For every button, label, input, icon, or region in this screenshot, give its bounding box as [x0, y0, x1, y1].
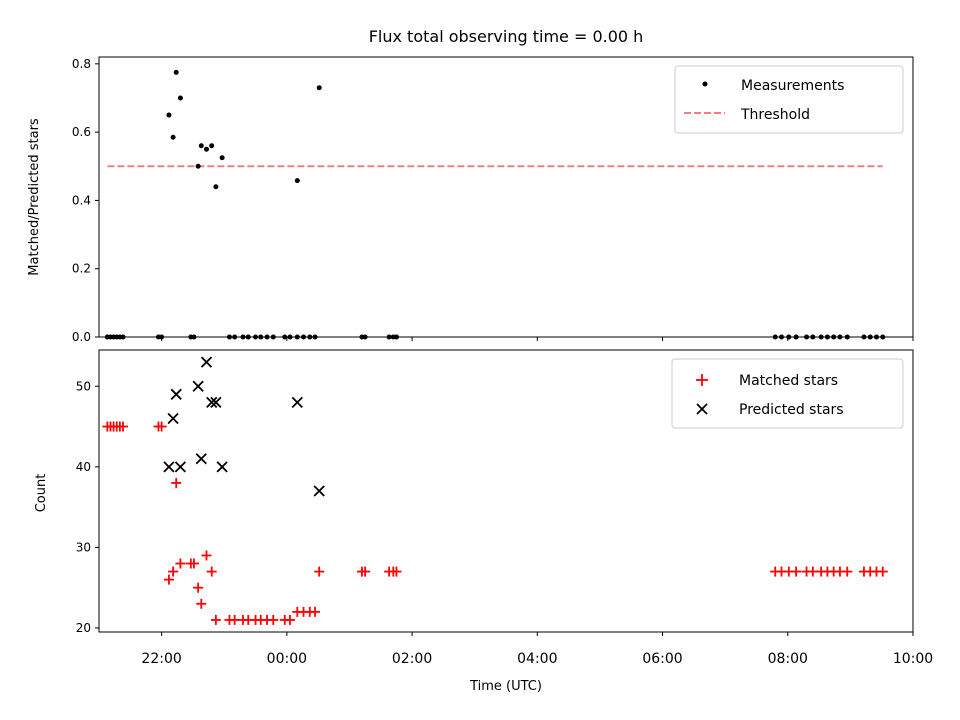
matched-star-point [877, 566, 888, 577]
measurement-point [177, 95, 183, 101]
matched-star-point [314, 566, 325, 577]
top-y-axis-label: Matched/Predicted stars [27, 118, 42, 276]
matched-star-point [171, 477, 182, 488]
legend-matched-marker [696, 374, 708, 386]
measurement-point [166, 112, 172, 118]
chart-title: Flux total observing time = 0.00 h [369, 27, 644, 46]
x-axis-label: Time (UTC) [469, 679, 542, 694]
matched-star-point [791, 566, 802, 577]
matched-star-point [168, 566, 179, 577]
measurement-point [198, 143, 204, 149]
measurement-point [219, 155, 225, 161]
legend-predicted-label: Predicted stars [739, 402, 844, 418]
predicted-star-point [163, 461, 175, 473]
matched-star-point [206, 566, 217, 577]
bottom-x-tick-label: 08:00 [768, 651, 808, 667]
legend-matched-label: Matched stars [739, 373, 838, 389]
measurement-point [213, 184, 219, 190]
bottom-y-tick-label: 30 [76, 540, 91, 554]
bottom-x-tick-label: 04:00 [517, 651, 557, 667]
predicted-star-point [216, 461, 228, 473]
matched-star-point [268, 614, 279, 625]
matched-star-point [391, 566, 402, 577]
bottom-legend-box [671, 358, 904, 429]
matched-star-point [210, 614, 221, 625]
predicted-star-point [167, 412, 179, 425]
bottom-x-tick-label: 06:00 [642, 651, 682, 667]
top-axes-frame [98, 56, 914, 338]
top-y-ticks: 0.0 0.2 0.4 0.6 0.8 [72, 57, 99, 344]
bottom-x-tick-label: 22:00 [141, 651, 181, 667]
top-y-tick-label: 0.0 [72, 330, 91, 344]
measurement-point [195, 163, 201, 169]
top-y-tick-label: 0.2 [72, 262, 91, 276]
measurement-point [316, 85, 322, 91]
predicted-star-point [195, 453, 207, 465]
predicted-star-point [313, 485, 325, 497]
matched-star-point [310, 606, 321, 617]
matched-star-point [118, 421, 129, 432]
bottom-axes-frame [98, 349, 914, 633]
top-panel: 0.00.20.40.60.8 Matched/Predicted stars … [27, 56, 914, 344]
predicted-star-point [174, 461, 187, 473]
measurement-point [203, 146, 209, 152]
measurement-point [294, 178, 300, 184]
predicted-star-point [210, 396, 222, 409]
top-y-tick-label: 0.4 [72, 193, 91, 207]
matched-star-point [188, 558, 199, 569]
bottom-x-tick-label: 10:00 [893, 651, 933, 667]
top-legend: Measurements Threshold [674, 65, 904, 134]
matched-star-point [807, 566, 818, 577]
bottom-y-tick-label: 50 [76, 379, 91, 393]
bottom-legend: Matched stars Predicted stars [671, 358, 904, 429]
bottom-plot-area [102, 356, 888, 625]
measurement-point [170, 134, 176, 140]
matched-star-point [229, 614, 240, 625]
matched-star-point [175, 558, 186, 569]
matched-star-point [284, 614, 295, 625]
legend-threshold-label: Threshold [740, 107, 810, 123]
top-y-tick-label: 0.8 [72, 57, 91, 71]
legend-measurements-marker [702, 81, 708, 87]
predicted-star-point [192, 380, 204, 392]
bottom-panel: 20 30 40 50 22:00 00:00 02:00 04:00 06:00 08:00 1… [34, 349, 933, 694]
top-x-ticks [161, 337, 914, 341]
legend-measurements-label: Measurements [741, 78, 844, 94]
bottom-x-ticks: 22:00 00:00 02:00 04:00 06:00 08:00 10:00 [141, 632, 933, 667]
legend-predicted-marker [696, 403, 708, 415]
predicted-star-point [200, 356, 213, 368]
matched-star-point [360, 566, 371, 577]
matched-star-point [156, 421, 167, 432]
bottom-y-axis-label: Count [34, 474, 49, 513]
bottom-x-tick-label: 00:00 [267, 651, 307, 667]
top-legend-box [674, 65, 904, 134]
bottom-y-tick-label: 40 [76, 460, 91, 474]
bottom-x-tick-label: 02:00 [392, 651, 432, 667]
matched-star-point [193, 582, 204, 593]
predicted-star-point [170, 388, 182, 400]
matched-star-point [196, 598, 207, 609]
predicted-star-point [206, 396, 218, 409]
matched-star-point [842, 566, 853, 577]
matched-star-point [201, 550, 212, 561]
matched-star-point [163, 574, 174, 585]
measurement-point [209, 143, 215, 149]
top-y-tick-label: 0.6 [72, 125, 91, 139]
bottom-y-ticks: 20 30 40 50 [76, 379, 99, 635]
measurement-point [173, 69, 179, 75]
bottom-y-tick-label: 20 [76, 621, 91, 635]
predicted-star-point [291, 396, 303, 409]
